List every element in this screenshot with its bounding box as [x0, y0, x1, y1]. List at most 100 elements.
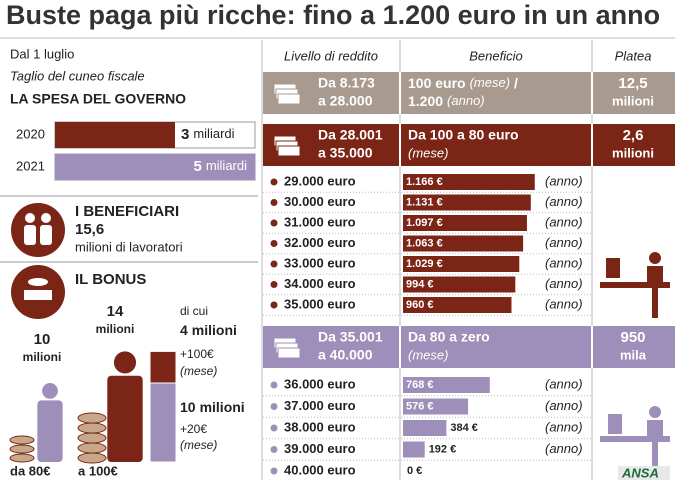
year: 2021 [16, 158, 45, 173]
amount-label: 994 € [406, 278, 434, 290]
benefit-part: 100 euro [408, 75, 466, 91]
period: (anno) [545, 376, 583, 391]
group-band [263, 326, 675, 368]
benefit-part: (mese) [470, 75, 510, 90]
platea: 2,6 [623, 127, 644, 144]
benefit-part: (anno) [447, 93, 485, 108]
count: 10 [34, 331, 51, 348]
platea: milioni [612, 93, 654, 108]
count: 4 [180, 322, 188, 338]
bar [403, 420, 447, 436]
bullet [270, 240, 278, 247]
amount-label: 192 € [429, 443, 457, 455]
period: (mese) [180, 364, 217, 378]
person [107, 351, 143, 462]
period: (mese) [180, 438, 217, 452]
bullet [270, 260, 278, 268]
amount: da 80€ [10, 463, 50, 478]
coins [9, 412, 107, 464]
bullet [270, 424, 278, 432]
period: (anno) [545, 398, 583, 413]
desk-icon [600, 252, 670, 318]
bonus: +20€ [180, 422, 207, 436]
bullet [270, 381, 278, 389]
amount: 3 [181, 126, 189, 143]
bullet [270, 301, 278, 309]
period: (anno) [545, 441, 583, 456]
range: a 28.000 [318, 93, 373, 109]
period: (anno) [545, 419, 583, 434]
group-band [263, 72, 675, 114]
benefit-part: 1.200 [408, 93, 443, 109]
desk-icon [600, 406, 670, 472]
amount: 5 [193, 158, 201, 175]
spending-heading: LA SPESA DEL GOVERNO [10, 91, 186, 107]
amount-label: 1.063 € [406, 237, 443, 249]
beneficiaries-unit: milioni di lavoratori [75, 239, 183, 254]
amount-label: 1.131 € [406, 196, 443, 208]
period: (anno) [545, 276, 583, 291]
count: 14 [107, 303, 124, 320]
unit: milioni [192, 322, 237, 338]
beneficiaries-icon [11, 203, 65, 257]
amount-label: 3 miliardi [181, 126, 235, 143]
title: Buste paga più ricche: fino a 1.200 euro… [6, 0, 660, 30]
head [42, 383, 58, 399]
amount-label: 1.097 € [406, 217, 443, 229]
range: a 35.000 [318, 145, 373, 161]
period: (anno) [545, 194, 583, 209]
amount-label: 384 € [450, 422, 478, 434]
source: ANSA [621, 465, 659, 480]
bullet [270, 446, 278, 453]
unit: miliardi [193, 126, 234, 141]
amount-label: 0 € [407, 465, 422, 477]
bullet [270, 281, 278, 288]
bar [403, 235, 524, 252]
paper-icon [277, 347, 301, 359]
bullet [270, 178, 278, 186]
coins-glyph [24, 278, 52, 300]
amount-label: 768 € [406, 379, 434, 391]
bar [403, 194, 531, 211]
amount: a 100€ [78, 463, 118, 478]
body [37, 400, 63, 462]
stack-segment [149, 350, 177, 384]
platea: 950 [620, 329, 645, 346]
amount-label: 1.029 € [406, 258, 443, 270]
benefit: (mese) [408, 145, 448, 160]
of-which: di cui [180, 304, 208, 318]
unit: milioni [200, 399, 245, 415]
person [37, 383, 63, 462]
amount-label: 1.166 € [406, 176, 443, 188]
subtitle: Taglio del cuneo fiscale [10, 68, 145, 83]
benefit: 1.200 (anno) [408, 93, 485, 109]
income: 40.000 euro [284, 462, 356, 477]
bar [55, 122, 175, 148]
period: (anno) [545, 296, 583, 311]
income: 35.000 euro [284, 296, 356, 311]
range: Da 35.001 [318, 329, 383, 345]
people-glyph [24, 213, 52, 245]
bar [403, 297, 512, 313]
amount-label: 960 € [406, 299, 434, 311]
bar [403, 441, 425, 458]
period: (anno) [545, 255, 583, 270]
bullet [270, 199, 278, 206]
platea: mila [620, 347, 647, 362]
stack-segment [149, 382, 177, 463]
split-count: 4 milioni [180, 322, 237, 338]
platea: milioni [612, 145, 654, 160]
income: 39.000 euro [284, 441, 356, 456]
benefit: Da 100 a 80 euro [408, 127, 519, 143]
range: a 40.000 [318, 347, 373, 363]
unit: milioni [23, 350, 62, 364]
benefit: (mese) [408, 347, 448, 362]
group-band [263, 124, 675, 166]
income: 32.000 euro [284, 235, 356, 250]
income: 38.000 euro [284, 419, 356, 434]
bar [403, 398, 469, 415]
year: 2020 [16, 126, 45, 141]
header: Livello di reddito [284, 48, 378, 63]
head [113, 351, 137, 374]
